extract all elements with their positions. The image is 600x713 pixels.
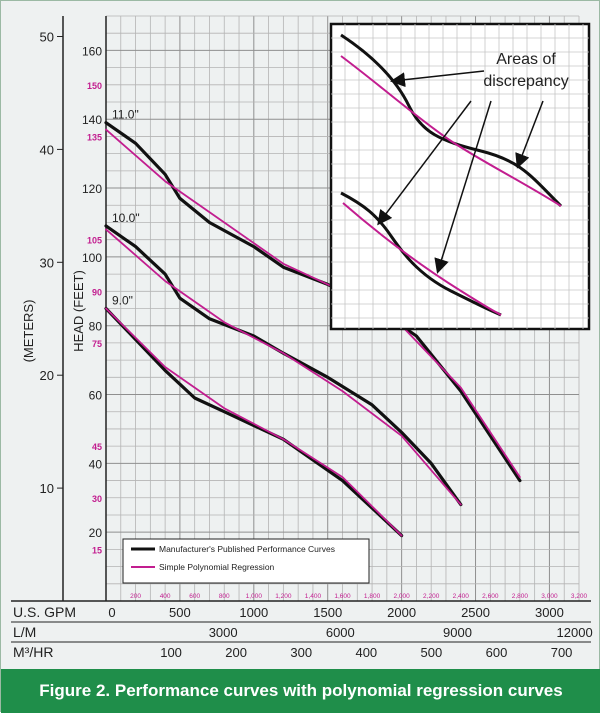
m3hr-tick-label: 200 (225, 645, 247, 660)
published-curve (104, 306, 404, 538)
gpm-minor-tick-label: 200 (130, 593, 141, 600)
gpm-tick-label: 2000 (387, 605, 416, 620)
gpm-axis-label: U.S. GPM (13, 604, 76, 620)
feet-tick-label: 60 (89, 389, 103, 403)
legend-entry-label: Manufacturer's Published Performance Cur… (159, 544, 335, 554)
lm-axis-label: L/M (13, 624, 36, 640)
m3hr-tick-label: 400 (355, 645, 377, 660)
feet-tick-label: 80 (89, 320, 103, 334)
gpm-minor-tick-label: 800 (219, 593, 230, 600)
inset-annotation-line: discrepancy (483, 73, 568, 90)
m3hr-tick-label: 600 (486, 645, 508, 660)
inset-published-curve (340, 191, 502, 317)
gpm-minor-tick-label: 2,000 (393, 593, 410, 600)
gpm-tick-label: 1500 (313, 605, 342, 620)
m3hr-tick-label: 100 (160, 645, 182, 660)
meters-tick-label: 10 (40, 481, 54, 496)
gpm-tick-label: 500 (169, 605, 191, 620)
feet-axis-label: HEAD (FEET) (71, 270, 86, 352)
gpm-minor-tick-label: 1,000 (246, 593, 263, 600)
feet-secondary-tick-label: 105 (87, 236, 102, 246)
feet-tick-label: 120 (82, 182, 102, 196)
feet-tick-label: 20 (89, 526, 103, 540)
published-curve (104, 121, 522, 483)
feet-secondary-tick-label: 30 (92, 494, 102, 504)
impeller-label: 10.0" (112, 211, 140, 225)
inset-annotation-line: Areas of (496, 51, 556, 68)
meters-tick-label: 50 (40, 30, 54, 45)
impeller-label: 9.0" (112, 294, 133, 308)
m3hr-tick-label: 500 (421, 645, 443, 660)
meters-axis-label: (METERS) (21, 300, 36, 363)
feet-secondary-tick-label: 150 (87, 81, 102, 91)
feet-secondary-tick-label: 75 (92, 339, 102, 349)
inset-regression-curve (340, 55, 562, 207)
regression-curve (105, 228, 462, 506)
annotation-arrow (390, 70, 485, 88)
legend-entry-label: Simple Polynomial Regression (159, 562, 275, 572)
lm-tick-label: 3000 (209, 625, 238, 640)
annotation-arrow (434, 100, 492, 274)
pump-performance-chart: (METERS) 10 20 30 40 50 HEAD (FEET) 20 40 60 80 100… (11, 15, 593, 660)
lm-tick-label: 9000 (443, 625, 472, 640)
gpm-minor-tick-label: 600 (189, 593, 200, 600)
meters-tick-label: 20 (40, 368, 54, 383)
inset-annotation: Areas of discrepancy (483, 51, 568, 90)
gpm-minor-tick-label: 1,600 (334, 593, 351, 600)
inset-published-curve (340, 33, 563, 208)
lm-tick-label: 12000 (557, 625, 593, 640)
meters-tick-label: 40 (40, 142, 54, 157)
feet-tick-label: 140 (82, 113, 102, 127)
gpm-minor-tick-label: 1,800 (364, 593, 381, 600)
gpm-minor-tick-label: 2,200 (423, 593, 440, 600)
gpm-minor-tick-label: 1,400 (305, 593, 322, 600)
meters-tick-label: 30 (40, 255, 54, 270)
feet-tick-label: 100 (82, 251, 102, 265)
gpm-tick-label: 1000 (239, 605, 268, 620)
m3hr-tick-label: 700 (551, 645, 573, 660)
figure-caption: Figure 2. Performance curves with polyno… (1, 669, 600, 713)
gpm-minor-tick-label: 1,200 (275, 593, 292, 600)
gpm-minor-tick-label: 400 (160, 593, 171, 600)
m3hr-tick-label: 300 (290, 645, 312, 660)
gpm-minor-tick-label: 3,000 (541, 593, 558, 600)
impeller-label: 11.0" (112, 108, 139, 122)
inset-regression-curve (342, 202, 502, 316)
gpm-tick-label: 3000 (535, 605, 564, 620)
gpm-minor-tick-label: 2,800 (512, 593, 529, 600)
gpm-minor-tick-label: 2,600 (482, 593, 499, 600)
inset-panel (329, 22, 591, 331)
gpm-minor-tick-label: 3,200 (571, 593, 588, 600)
feet-secondary-tick-label: 90 (92, 287, 102, 297)
gpm-minor-tick-label: 2,400 (453, 593, 470, 600)
gpm-tick-label: 2500 (461, 605, 490, 620)
legend-box (122, 538, 370, 584)
feet-secondary-tick-label: 15 (92, 545, 102, 555)
feet-tick-label: 40 (89, 457, 103, 471)
annotation-arrow (515, 100, 544, 169)
gpm-tick-label: 0 (108, 605, 115, 620)
feet-tick-label: 160 (82, 44, 102, 58)
lm-tick-label: 6000 (326, 625, 355, 640)
regression-curve (105, 307, 403, 537)
regression-curve (105, 128, 521, 478)
m3hr-axis-label: M³/HR (13, 644, 53, 660)
annotation-arrow (377, 100, 472, 226)
feet-secondary-tick-label: 135 (87, 132, 102, 142)
feet-secondary-tick-label: 45 (92, 442, 102, 452)
